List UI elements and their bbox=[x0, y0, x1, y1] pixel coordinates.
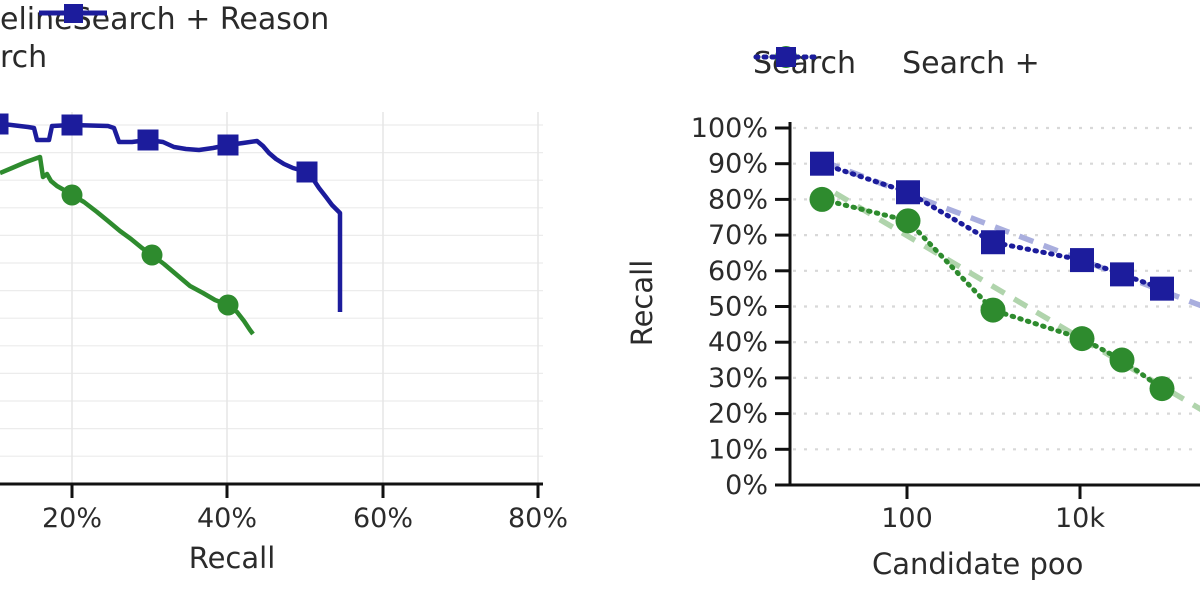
right-y-tick-label: 80% bbox=[708, 184, 768, 215]
right-circle-marker bbox=[895, 208, 921, 234]
right-y-tick-label: 100% bbox=[691, 113, 768, 144]
right-circle-marker bbox=[980, 297, 1006, 323]
right-x-tick-label: 100 bbox=[881, 503, 933, 534]
right-square-marker bbox=[1070, 248, 1094, 273]
right-square-marker bbox=[896, 180, 920, 205]
left-legend-row-1: eline Search + Reason bbox=[0, 0, 329, 38]
left-circle-marker bbox=[217, 294, 239, 316]
right-square-marker bbox=[1150, 276, 1174, 301]
right-y-tick-label: 40% bbox=[708, 327, 768, 358]
left-chart-legend: eline Search + Reason rch bbox=[0, 0, 329, 76]
right-y-tick-label: 30% bbox=[708, 363, 768, 394]
right-x-tick-label: 10k bbox=[1055, 503, 1105, 534]
left-series-line-square bbox=[0, 121, 343, 312]
left-square-marker bbox=[296, 161, 318, 183]
left-square-marker bbox=[137, 129, 159, 151]
left-square-marker bbox=[0, 113, 9, 135]
right-y-tick-label: 0% bbox=[725, 470, 768, 501]
left-series-line-circle bbox=[0, 154, 255, 336]
right-x-axis-title: Candidate poo bbox=[872, 547, 1083, 581]
legend-marker-search-reason bbox=[39, 4, 107, 23]
left-circle-marker bbox=[61, 184, 83, 206]
right-y-tick-label: 90% bbox=[708, 149, 768, 180]
right-square-marker bbox=[981, 230, 1005, 255]
right-circle-marker bbox=[1109, 347, 1135, 373]
right-y-tick-label: 10% bbox=[708, 434, 768, 465]
left-square-marker bbox=[217, 134, 239, 156]
right-chart-legend: Search Search + bbox=[753, 44, 1040, 82]
left-x-tick-label: 40% bbox=[197, 503, 257, 534]
right-circle-marker bbox=[1069, 326, 1095, 352]
legend-square-icon bbox=[64, 4, 83, 23]
left-x-tick-label: 80% bbox=[508, 503, 568, 534]
right-trend-line-search-fit bbox=[833, 190, 1200, 413]
right-y-tick-label: 70% bbox=[708, 220, 768, 251]
legend-label-search-reason-fragment: Search + bbox=[902, 45, 1040, 81]
right-circle-marker bbox=[809, 186, 835, 212]
right-circle-marker bbox=[1149, 376, 1175, 402]
right-y-tick-label: 20% bbox=[708, 399, 768, 430]
left-x-tick-label: 20% bbox=[42, 503, 102, 534]
left-square-marker bbox=[61, 114, 83, 136]
legend-label-search: Search bbox=[753, 45, 857, 81]
left-x-axis-title: Recall bbox=[189, 541, 276, 575]
right-y-tick-label: 50% bbox=[708, 292, 768, 323]
legend-square-icon bbox=[776, 47, 796, 67]
left-x-tick-label: 60% bbox=[353, 503, 413, 534]
right-y-axis-title: Recall bbox=[625, 260, 659, 347]
right-square-marker bbox=[810, 151, 834, 176]
legend-label-search-fragment: rch bbox=[0, 39, 48, 75]
legend-label-search-reason: Search + Reason bbox=[72, 1, 330, 37]
left-circle-marker bbox=[141, 244, 163, 266]
legend-marker-search-reason-right bbox=[753, 47, 819, 67]
right-y-tick-label: 60% bbox=[708, 256, 768, 287]
left-legend-row-2: rch bbox=[0, 38, 47, 76]
right-square-marker bbox=[1110, 262, 1134, 287]
legend-label-baseline-fragment: eline bbox=[0, 1, 73, 37]
